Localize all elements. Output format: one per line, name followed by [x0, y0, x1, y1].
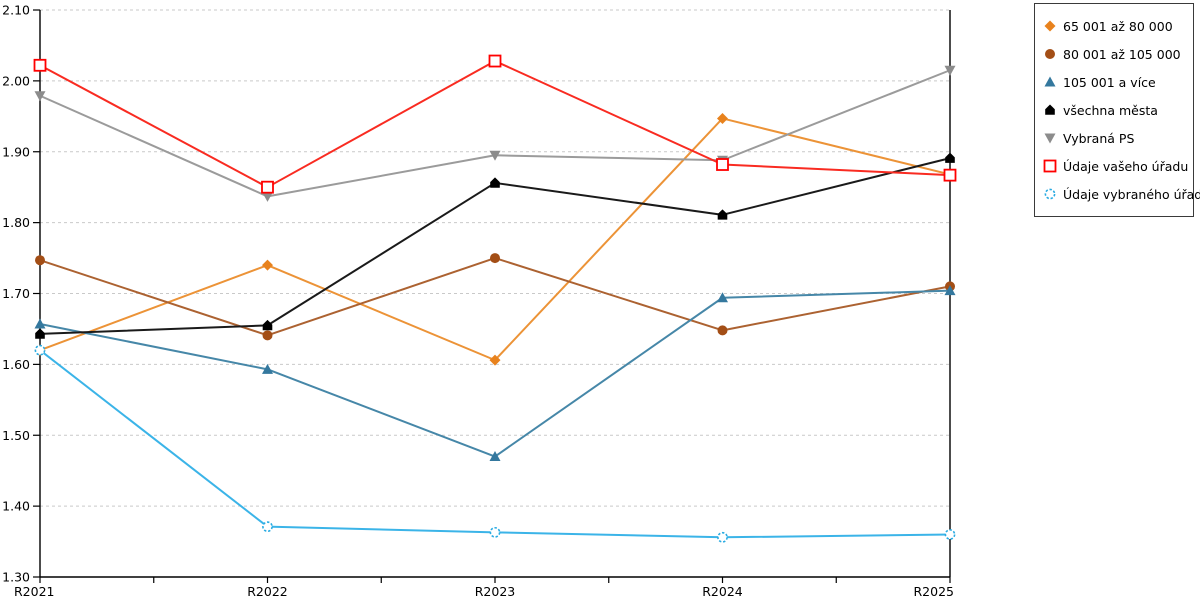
legend-marker	[1043, 159, 1057, 173]
y-axis-label: 1.50	[2, 428, 30, 443]
series-line	[39, 289, 951, 458]
y-axis-label: 1.30	[2, 570, 30, 585]
series-marker	[490, 177, 500, 188]
circle-open-dashed-legend-icon	[1044, 188, 1056, 200]
legend-label: všechna města	[1063, 102, 1158, 118]
legend-marker	[1044, 20, 1056, 32]
series-marker	[716, 158, 729, 171]
square-open-legend-icon	[1043, 159, 1057, 173]
series-marker	[944, 285, 956, 296]
series-4	[35, 152, 955, 339]
legend-item-3[interactable]: 105 001 a více	[1043, 68, 1187, 96]
diamond-legend-icon	[1044, 20, 1056, 32]
series-marker	[717, 292, 728, 303]
series-marker	[489, 526, 501, 538]
circle-legend-icon	[1045, 49, 1055, 59]
series-marker	[489, 150, 501, 161]
legend-item-2[interactable]: 80 001 až 105 000	[1043, 40, 1187, 68]
legend-label: Údaje vybraného úřadu	[1063, 186, 1200, 202]
legend-label: 105 001 a více	[1063, 74, 1156, 90]
series-marker	[489, 354, 501, 366]
triangle-up-legend-icon	[1044, 76, 1056, 87]
series-marker	[262, 319, 273, 331]
series-marker	[262, 363, 273, 374]
legend-item-6[interactable]: Údaje vašeho úřadu	[1043, 152, 1189, 180]
series-marker	[717, 209, 728, 220]
legend-marker	[1044, 133, 1056, 144]
series-marker	[261, 180, 274, 194]
y-axis-label: 2.10	[2, 3, 30, 18]
series-marker	[262, 521, 273, 533]
series-marker	[488, 54, 502, 68]
legend-label: 80 001 až 105 000	[1063, 46, 1181, 62]
series-marker	[34, 318, 46, 329]
legend-label: Údaje vašeho úřadu	[1063, 158, 1189, 174]
series-marker	[717, 325, 728, 336]
legend-marker	[1044, 188, 1056, 200]
x-axis-label: R2025	[914, 584, 955, 599]
legend-label: Vybraná PS	[1063, 130, 1135, 146]
series-marker	[490, 253, 500, 264]
legend-marker	[1044, 76, 1056, 87]
series-line	[39, 349, 951, 539]
chart-legend: 65 001 až 80 000 80 001 až 105 000 105 001…	[1034, 3, 1200, 217]
series-marker	[34, 91, 46, 102]
y-axis-label: 1.70	[2, 286, 30, 301]
series-3	[34, 285, 956, 462]
y-axis-label: 1.90	[2, 144, 30, 159]
triangle-down-legend-icon	[1044, 133, 1056, 144]
series-7	[34, 344, 956, 543]
x-axis-label: R2023	[475, 584, 516, 599]
series-marker	[35, 255, 45, 266]
y-axis-label: 1.80	[2, 215, 30, 230]
series-marker	[262, 330, 273, 341]
series-marker	[717, 531, 728, 543]
series-marker	[717, 112, 728, 124]
series-marker	[33, 58, 47, 72]
series-5	[34, 65, 956, 202]
series-6	[33, 54, 957, 194]
pentagon-up-legend-icon	[1045, 104, 1055, 115]
series-marker	[944, 529, 956, 540]
legend-label: 65 001 až 80 000	[1063, 18, 1173, 34]
legend-item-4[interactable]: všechna města	[1043, 96, 1187, 124]
series-marker	[944, 65, 956, 76]
series-marker	[34, 344, 46, 356]
legend-item-5[interactable]: Vybraná PS	[1043, 124, 1187, 152]
x-axis-label: R2021	[14, 584, 55, 599]
series-marker	[943, 168, 957, 182]
legend-marker	[1045, 104, 1055, 115]
legend-item-7[interactable]: Údaje vybraného úřadu	[1043, 180, 1200, 208]
series-marker	[35, 328, 45, 339]
legend-item-1[interactable]: 65 001 až 80 000	[1043, 12, 1187, 40]
series-marker	[489, 451, 501, 462]
y-axis-label: 1.40	[2, 499, 30, 514]
y-axis-label: 1.60	[2, 357, 30, 372]
series-marker	[945, 152, 955, 163]
y-axis-label: 2.00	[2, 73, 30, 88]
series-marker	[262, 259, 273, 271]
x-axis-label: R2022	[247, 584, 288, 599]
series-marker	[262, 191, 273, 202]
series-line	[39, 257, 951, 337]
legend-marker	[1045, 49, 1055, 59]
x-axis-label: R2024	[702, 584, 743, 599]
series-2	[35, 253, 955, 341]
